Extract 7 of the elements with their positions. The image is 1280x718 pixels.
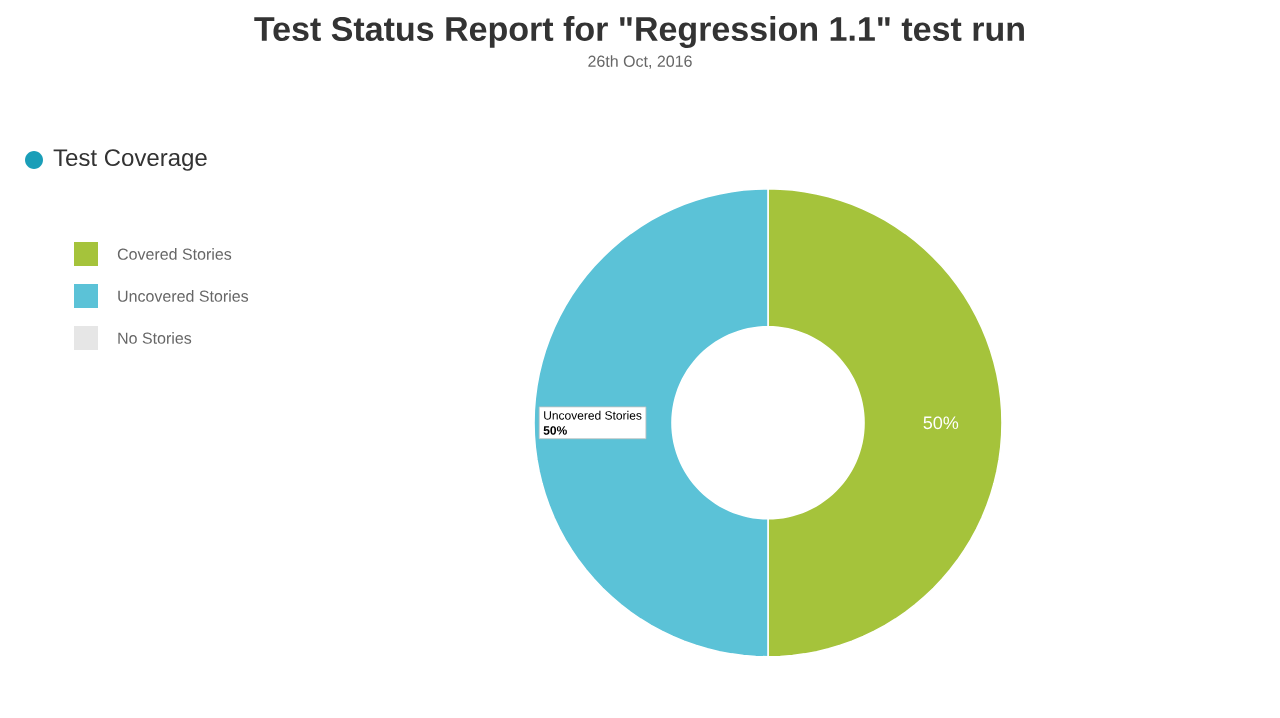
legend-label: Uncovered Stories <box>118 290 249 302</box>
text: Test Coverage <box>53 149 207 171</box>
legend-label: Covered Stories <box>117 248 232 260</box>
chart-title: Test Status Report for "Regression 1.1" test run <box>254 16 1024 48</box>
data-label: 50% <box>923 416 959 430</box>
chart-subtitle: 26th Oct, 2016 <box>588 55 692 69</box>
legend-label: No Stories <box>118 332 192 344</box>
